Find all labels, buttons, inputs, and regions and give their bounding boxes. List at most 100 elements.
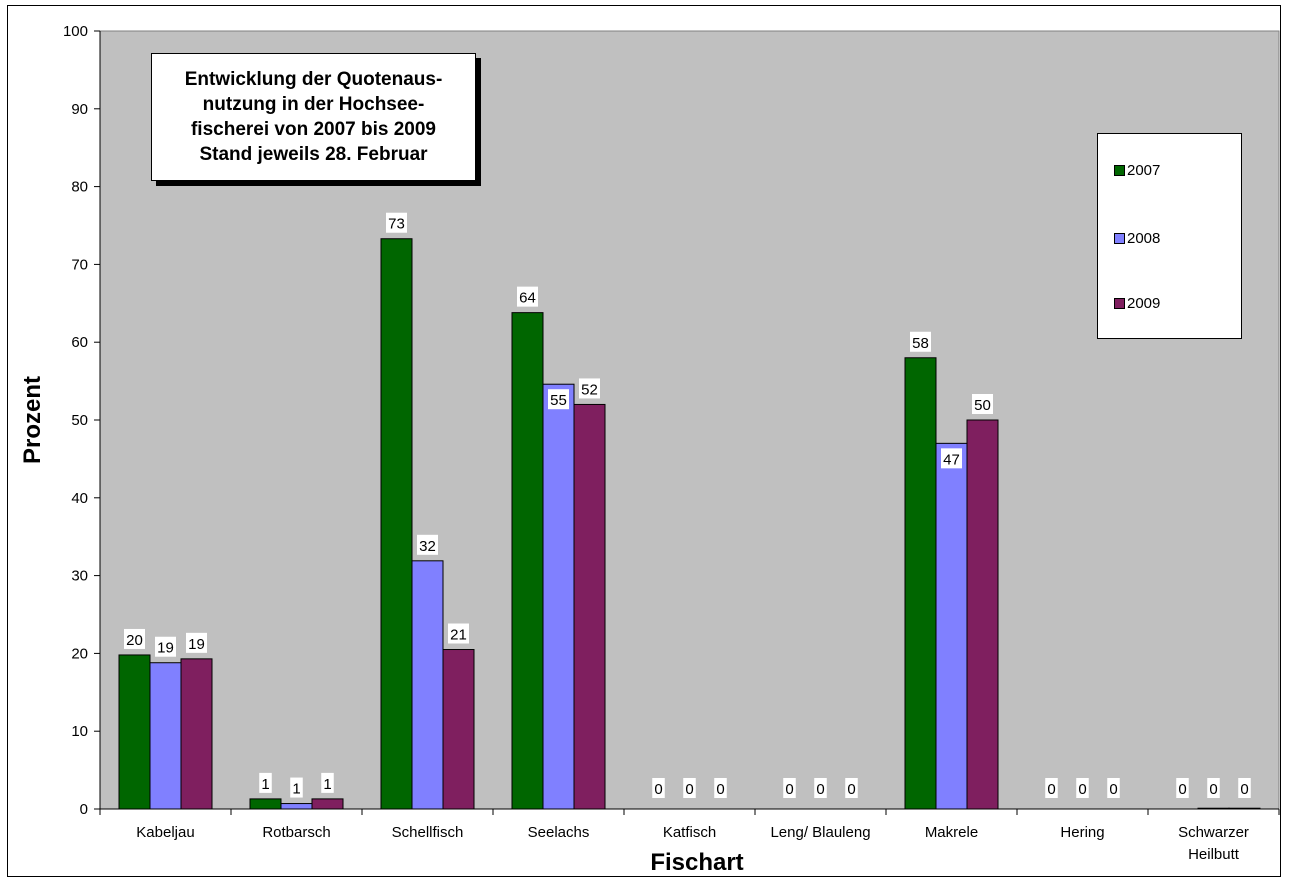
data-label: 73 — [388, 216, 405, 233]
data-label-bg — [1045, 778, 1058, 798]
x-tick-label: Makrele — [925, 824, 978, 841]
bar-2007-3 — [511, 312, 544, 810]
data-label-bg — [1076, 778, 1089, 798]
bar-2008-0 — [149, 662, 182, 810]
data-label-bg — [386, 212, 407, 233]
data-label-bg — [683, 778, 696, 798]
data-label: 64 — [519, 290, 536, 307]
data-labels-layer: 20 19 19 1 1 1 73 32 21 64 55 52 0 0 0 0 0 0 58 47 50 0 0 0 0 0 0 — [124, 212, 1251, 798]
chart-title-line: Stand jeweils 28. Februar — [199, 144, 428, 165]
bar-2009-3 — [573, 403, 606, 810]
x-tick-label: Seelachs — [528, 824, 590, 841]
legend-item-2007: 2007 — [1114, 162, 1160, 179]
y-axis-title: Prozent — [19, 376, 46, 464]
data-label: 0 — [654, 781, 662, 798]
y-tick-label: 40 — [71, 490, 88, 507]
bar-2009-1 — [311, 798, 344, 810]
data-label: 32 — [419, 538, 436, 555]
bar-2007-0 — [118, 654, 151, 810]
x-tick-label: Leng/ Blauleng — [770, 824, 870, 841]
data-label: 0 — [1078, 781, 1086, 798]
data-label-bg — [1176, 778, 1189, 798]
x-tick-label: Katfisch — [663, 824, 716, 841]
x-tick-label: Kabeljau — [136, 824, 194, 841]
bar-2008-1 — [280, 803, 313, 810]
data-label-bg — [124, 628, 145, 649]
data-label-bg — [259, 772, 272, 793]
legend-label-2009: 2009 — [1127, 295, 1161, 312]
y-tick-label: 70 — [71, 256, 88, 273]
data-label: 0 — [847, 781, 855, 798]
data-label-bg — [448, 623, 469, 644]
bar-2009-6 — [966, 419, 999, 810]
x-tick-label: Heilbutt — [1188, 846, 1240, 863]
data-label-bg — [941, 448, 962, 469]
data-label-bg — [714, 778, 727, 798]
data-label: 1 — [323, 776, 331, 793]
bar-2008-6 — [935, 442, 968, 810]
legend-label-2008: 2008 — [1127, 230, 1161, 247]
bar-2008-2 — [411, 560, 444, 810]
data-label: 0 — [1178, 781, 1186, 798]
y-tick-label: 10 — [71, 723, 88, 740]
data-label-bg — [321, 772, 334, 793]
data-label-bg — [972, 394, 993, 414]
bar-2007-6 — [904, 357, 937, 810]
legend-item-2008: 2008 — [1114, 230, 1160, 247]
y-tick-label: 0 — [80, 801, 88, 818]
legend-swatch-2007 — [1114, 165, 1125, 176]
data-label: 52 — [581, 381, 598, 398]
y-tick-label: 20 — [71, 645, 88, 662]
y-tick-label: 90 — [71, 101, 88, 118]
data-label: 19 — [157, 640, 174, 657]
bar-2007-2 — [380, 238, 413, 810]
data-label-bg — [845, 778, 858, 798]
data-label: 55 — [550, 392, 567, 409]
x-tick-label: Schellfisch — [392, 824, 464, 841]
data-label-bg — [783, 778, 796, 798]
data-label-bg — [1207, 778, 1220, 798]
bar-2008-3 — [542, 383, 575, 810]
data-label-bg — [1107, 778, 1120, 798]
bar-2009-2 — [442, 649, 475, 810]
legend-label-2007: 2007 — [1127, 162, 1161, 179]
data-label: 0 — [1109, 781, 1117, 798]
y-tick-label: 100 — [63, 23, 88, 40]
legend: 2007 2008 2009 — [1097, 133, 1242, 339]
chart-title-line: nutzung in der Hochsee- — [202, 94, 425, 115]
data-label-bg — [910, 331, 931, 352]
data-label-bg — [579, 378, 600, 399]
bars-layer — [118, 238, 1261, 810]
bar-2009-0 — [180, 658, 213, 810]
data-label: 0 — [816, 781, 824, 798]
data-label: 0 — [1240, 781, 1248, 798]
data-label: 0 — [1047, 781, 1055, 798]
data-label-bg — [517, 286, 538, 307]
y-tick-label: 50 — [71, 412, 88, 429]
y-tick-label: 30 — [71, 568, 88, 585]
chart-title-line: fischerei von 2007 bis 2009 — [190, 119, 437, 140]
data-label: 0 — [1209, 781, 1217, 798]
data-label: 0 — [785, 781, 793, 798]
data-label: 0 — [716, 781, 724, 798]
y-tick-label: 60 — [71, 334, 88, 351]
y-tick-label: 80 — [71, 179, 88, 196]
legend-swatch-2008 — [1114, 233, 1125, 244]
legend-swatch-2009 — [1114, 298, 1125, 309]
x-axis-title: Fischart — [650, 849, 743, 876]
data-label: 0 — [685, 781, 693, 798]
data-label: 50 — [974, 397, 991, 414]
chart-title-box: Entwicklung der Quotenaus- nutzung in de… — [151, 53, 476, 181]
data-label-bg — [814, 778, 827, 798]
data-label-bg — [290, 777, 303, 798]
chart-title-line: Entwicklung der Quotenaus- — [184, 69, 443, 90]
x-tick-label: Schwarzer — [1178, 824, 1249, 841]
bar-2007-1 — [249, 798, 282, 810]
x-tick-label: Rotbarsch — [262, 824, 330, 841]
data-label-bg — [186, 632, 207, 653]
data-label: 19 — [188, 636, 205, 653]
x-tick-label: Hering — [1060, 824, 1104, 841]
data-label: 1 — [292, 781, 300, 798]
data-label: 47 — [943, 451, 960, 468]
